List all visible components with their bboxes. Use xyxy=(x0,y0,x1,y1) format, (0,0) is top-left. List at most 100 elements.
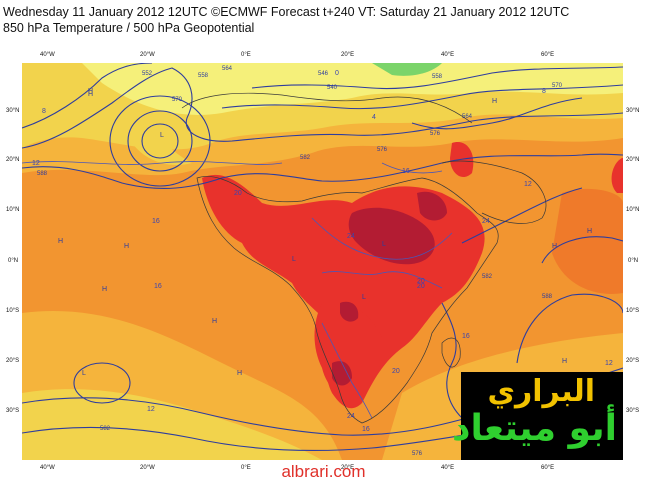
temp-label: 8 xyxy=(542,88,546,95)
lat-label-left: 20°S xyxy=(6,358,20,364)
watermark-line2: أبو ميتعاد xyxy=(452,408,617,449)
pressure-mark: L xyxy=(382,241,386,248)
forecast-map: 552 558 564 546 540 576 576 582 588 570 … xyxy=(22,63,623,460)
lon-label-top: 40°W xyxy=(40,52,55,58)
lat-label-right: 10°S xyxy=(626,308,640,314)
pressure-mark: H xyxy=(237,370,242,377)
lat-label-right: 30°N xyxy=(626,108,640,114)
isotherm xyxy=(381,162,443,174)
pressure-mark: H xyxy=(58,238,63,245)
contour-line xyxy=(516,293,623,364)
temp-label: 8 xyxy=(42,108,46,115)
hot-core-4 xyxy=(340,301,359,322)
arabia-coastline xyxy=(441,160,547,224)
contour-line xyxy=(411,97,583,130)
contour-label: 582 xyxy=(300,155,311,161)
pressure-mark: H xyxy=(552,243,557,250)
lon-label-bottom: 20°W xyxy=(140,465,155,471)
contour-label: 570 xyxy=(172,97,183,103)
temperature-isolines xyxy=(22,161,453,419)
temp-label: 16 xyxy=(462,333,470,340)
mediterranean-coastline xyxy=(181,92,473,124)
isotherm xyxy=(311,217,453,260)
pressure-markers: H H H H H H H H H H H L L L L L xyxy=(58,88,592,377)
lon-label-top: 20°W xyxy=(140,52,155,58)
contour-line xyxy=(22,427,503,452)
temp-label: 4 xyxy=(372,114,376,121)
pressure-mark: H xyxy=(102,286,107,293)
temp-label: 24 xyxy=(347,413,355,420)
contour-label: 552 xyxy=(142,71,153,77)
lat-label-right: 20°S xyxy=(626,358,640,364)
temp-label: 16 xyxy=(152,218,160,225)
cutoff-low-contour xyxy=(141,123,179,159)
hot-core-3 xyxy=(332,361,352,386)
temp-label: 20 xyxy=(417,283,425,290)
map-svg: 552 558 564 546 540 576 576 582 588 570 … xyxy=(22,63,623,460)
contour-label: 558 xyxy=(432,74,443,80)
temp-label: 20 xyxy=(417,278,425,285)
watermark-line1: البراري xyxy=(487,374,595,409)
contour-labels: 552 558 564 546 540 576 576 582 588 570 … xyxy=(37,66,563,457)
temp-label: 24 xyxy=(482,218,490,225)
contour-label: 576 xyxy=(377,147,388,153)
pressure-mark: H xyxy=(88,88,93,95)
lat-label-left: 0°N xyxy=(8,258,19,264)
chart-title-line2: 850 hPa Temperature / 500 hPa Geopotenti… xyxy=(3,21,255,35)
contour-line xyxy=(461,187,583,244)
contour-label: 582 xyxy=(482,274,493,280)
temp-label: 12 xyxy=(605,360,613,367)
temperature-field-cold-green xyxy=(372,63,442,76)
temperature-labels: 8 4 0 12 16 20 24 16 20 24 16 12 8 12 16… xyxy=(32,70,613,433)
pressure-mark: L xyxy=(362,294,366,301)
cutoff-low-contour xyxy=(127,110,193,172)
contour-line xyxy=(22,153,623,189)
lon-label-top: 20°E xyxy=(341,52,355,58)
pressure-mark: H xyxy=(124,243,129,250)
lat-label-left: 10°S xyxy=(6,308,20,314)
hot-area-southern-africa xyxy=(314,300,383,399)
contour-label: 540 xyxy=(327,85,338,91)
contour-label: 576 xyxy=(430,131,441,137)
hot-core-1 xyxy=(348,207,435,265)
cutoff-low-contour xyxy=(109,95,211,187)
pressure-mark: H xyxy=(492,98,497,105)
contour-label: 582 xyxy=(100,426,111,432)
temp-label: 0 xyxy=(335,70,339,77)
lon-label-bottom: 40°W xyxy=(40,465,55,471)
cutoff-low-cool-area xyxy=(121,103,192,165)
lon-label-top: 0°E xyxy=(241,52,251,58)
temp-label: 12 xyxy=(147,406,155,413)
lon-label-top: 40°E xyxy=(441,52,455,58)
lon-label-top: 60°E xyxy=(541,52,555,58)
contour-line xyxy=(221,84,623,110)
pressure-mark: H xyxy=(562,358,567,365)
pressure-mark: H xyxy=(88,91,93,98)
contour-line xyxy=(22,63,153,129)
pressure-mark: H xyxy=(212,318,217,325)
contour-line xyxy=(22,67,623,149)
temp-label: 12 xyxy=(32,160,40,167)
temp-label: 12 xyxy=(524,181,532,188)
contour-line xyxy=(441,302,463,419)
temp-label: 16 xyxy=(402,168,410,175)
chart-title-line1: Wednesday 11 January 2012 12UTC ©ECMWF F… xyxy=(3,5,570,19)
contour-label: 588 xyxy=(37,171,48,177)
temp-label: 16 xyxy=(154,283,162,290)
madagascar-coastline xyxy=(441,337,461,368)
lon-label-bottom: 40°E xyxy=(441,465,455,471)
contour-label: 570 xyxy=(552,83,563,89)
lon-label-bottom: 0°E xyxy=(241,465,251,471)
temp-label: 16 xyxy=(362,426,370,433)
isotherm xyxy=(321,322,373,419)
contour-label: 588 xyxy=(542,294,553,300)
hot-area-east xyxy=(611,158,623,193)
lat-label-left: 10°N xyxy=(6,207,20,213)
lon-label-bottom: 60°E xyxy=(541,465,555,471)
contour-line xyxy=(73,362,131,404)
lat-label-left: 30°S xyxy=(6,408,20,414)
temp-label: 24 xyxy=(347,233,355,240)
pressure-mark: L xyxy=(292,256,296,263)
temperature-field-north-light xyxy=(82,63,623,115)
contour-label: 564 xyxy=(222,66,233,72)
